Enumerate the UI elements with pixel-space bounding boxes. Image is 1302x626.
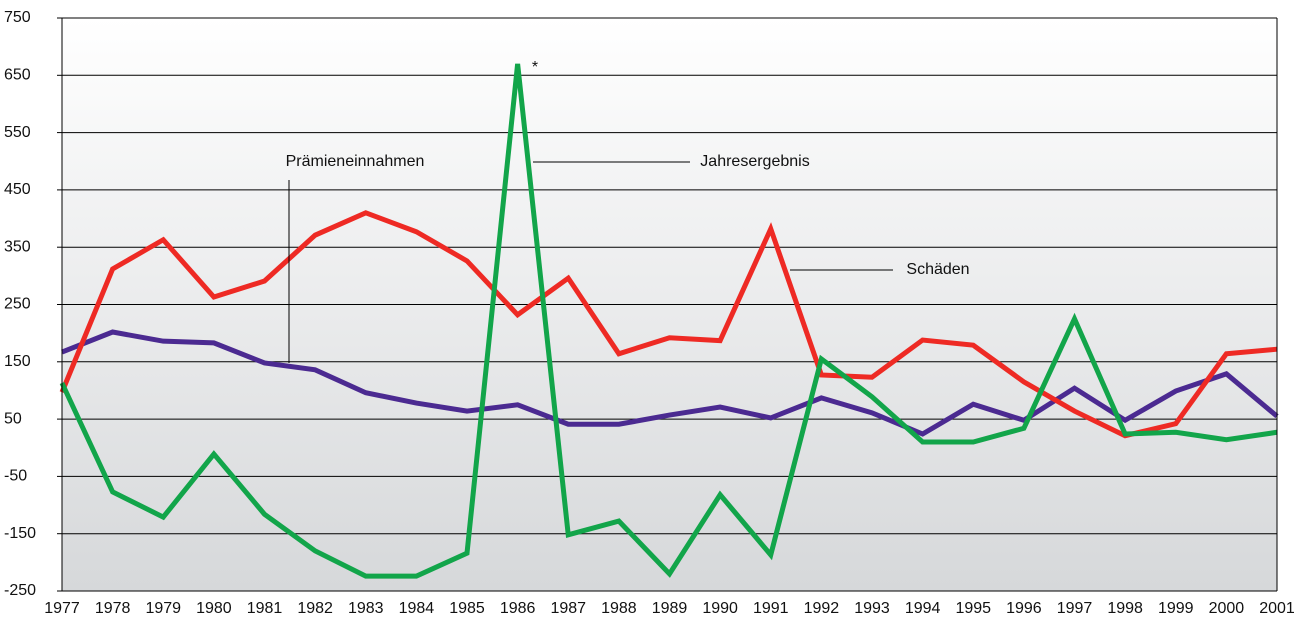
y-tick-label: 250 [4, 296, 31, 313]
annotation: * [532, 59, 538, 76]
series-label: Jahresergebnis [700, 153, 809, 170]
x-tick-label: 1988 [601, 600, 637, 617]
x-tick-label: 1985 [449, 600, 485, 617]
x-tick-label: 1987 [550, 600, 586, 617]
x-tick-label: 1979 [145, 600, 181, 617]
x-tick-label: 2000 [1209, 600, 1245, 617]
x-tick-label: 1982 [297, 600, 333, 617]
series-line [61, 329, 1279, 437]
x-tick-label: 1980 [196, 600, 232, 617]
y-tick-label: -250 [4, 582, 36, 599]
y-tick-label: 50 [4, 410, 22, 427]
y-tick-label: 550 [4, 124, 31, 141]
x-tick-label: 1994 [905, 600, 941, 617]
x-tick-label: 1981 [247, 600, 283, 617]
y-tick-label: 750 [4, 9, 31, 26]
x-tick-label: 1984 [399, 600, 435, 617]
y-tick-label: -50 [4, 468, 27, 485]
x-tick-label: 1993 [854, 600, 890, 617]
x-tick-label: 1986 [500, 600, 536, 617]
x-tick-label: 1990 [702, 600, 738, 617]
x-tick-label: 1977 [44, 600, 80, 617]
y-tick-label: -150 [4, 525, 36, 542]
lines [59, 63, 1279, 579]
series-label: Schäden [906, 261, 969, 278]
x-tick-label: 1996 [1006, 600, 1042, 617]
x-tick-label: 1989 [652, 600, 688, 617]
x-tick-label: 1998 [1107, 600, 1143, 617]
x-tick-label: 1997 [1057, 600, 1093, 617]
x-tick-label: 1983 [348, 600, 384, 617]
x-tick-label: 1992 [804, 600, 840, 617]
series-label: Prämieneinnahmen [286, 153, 425, 170]
y-tick-label: 450 [4, 181, 31, 198]
y-tick-label: 350 [4, 238, 31, 255]
series-line [59, 63, 1278, 579]
x-tick-label: 1991 [753, 600, 789, 617]
series-line [59, 210, 1278, 439]
y-tick-label: 650 [4, 67, 31, 84]
x-tick-label: 1978 [95, 600, 131, 617]
x-tick-label: 1995 [955, 600, 991, 617]
x-tick-label: 2001 [1259, 600, 1295, 617]
x-tick-label: 1999 [1158, 600, 1194, 617]
y-tick-label: 150 [4, 353, 31, 370]
